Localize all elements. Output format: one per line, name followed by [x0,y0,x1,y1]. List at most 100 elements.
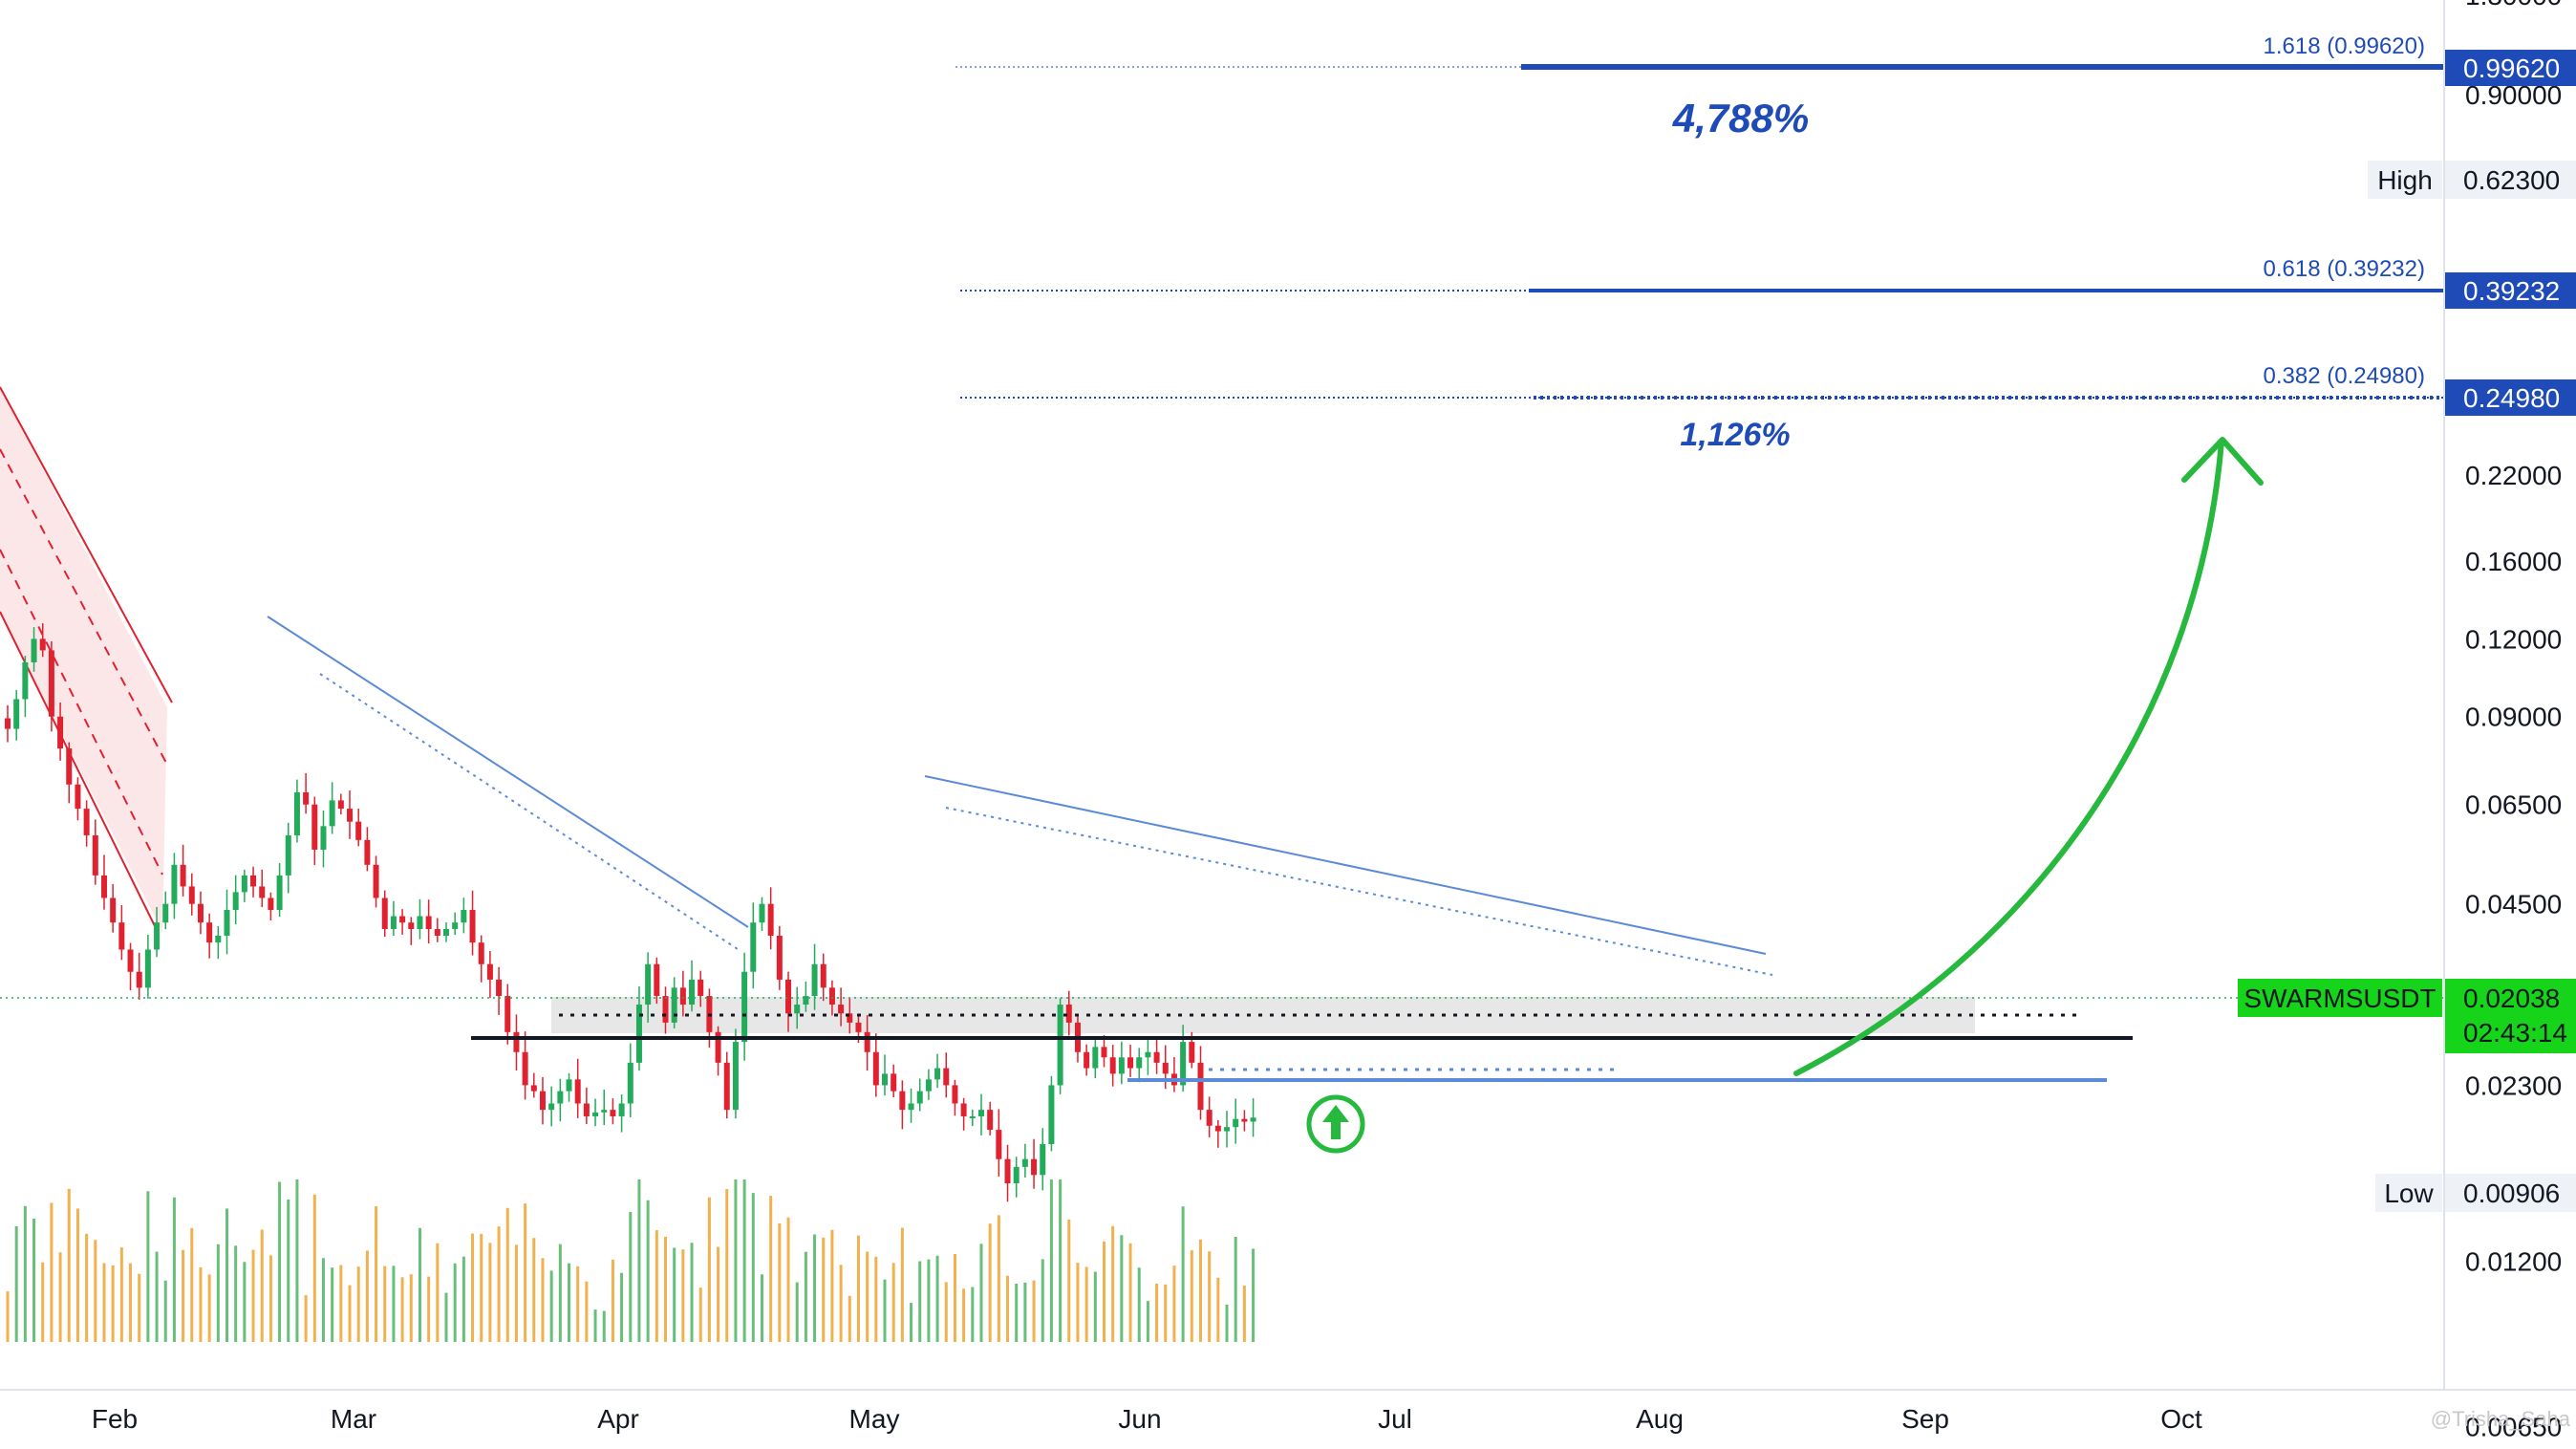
candle-body [13,699,20,729]
candle-body [197,903,204,923]
candle-body [92,834,98,876]
candle-body [31,638,37,662]
price-axis[interactable]: 1.300000.900000.450000.300000.220000.160… [2443,0,2576,1449]
candle-body [847,1013,853,1023]
x-tick-label: Mar [331,1404,376,1434]
x-tick-label: Jun [1118,1404,1161,1434]
candle-body [732,1042,739,1111]
volume-bar [646,1200,650,1342]
volume-bar [1225,1304,1229,1342]
x-tick-label: Jul [1378,1404,1412,1434]
last-price-text: 0.02038 [2463,984,2560,1013]
low-value: 0.00906 [2463,1179,2560,1208]
volume-bar [883,1279,887,1342]
last-price-tag [2445,979,2576,1053]
candle-body [891,1073,897,1092]
candle-body [872,1051,879,1086]
volume-bar [1137,1267,1141,1342]
y-tick-label: 0.12000 [2465,624,2562,654]
candle-body [1040,1143,1046,1176]
candle-body [1136,1057,1143,1069]
candle-body [1153,1051,1160,1063]
volume-bar [891,1263,895,1342]
volume-bar [339,1265,343,1342]
candle-body [583,1103,590,1116]
volume-bar [50,1202,54,1342]
volume-bar [234,1245,238,1342]
candle-body [899,1091,906,1111]
volume-bar [1015,1284,1019,1342]
candle-body [882,1073,888,1086]
candle-body [627,1062,633,1104]
volume-bar [111,1265,115,1342]
candle-body [671,987,677,1023]
projection-arrow [1793,439,2224,1076]
candle-body [1214,1125,1221,1132]
candle-body [1013,1166,1020,1184]
volume-bar [717,1246,720,1342]
volume-bar [146,1191,150,1342]
volume-bar [383,1265,387,1342]
x-tick-label: Aug [1636,1404,1684,1434]
volume-bar [67,1188,71,1342]
candle-body [574,1079,581,1104]
volume-bar [848,1295,851,1342]
time-axis[interactable]: Feb Mar Apr May Jun Jul Aug Sep Oct [0,1389,2576,1434]
candle-body [601,1110,608,1113]
candle-body [381,898,388,929]
volume-bar [23,1205,27,1342]
candle-body [635,1005,642,1063]
watermark: @Trisha_Saha [2431,1407,2571,1431]
candle-body [1092,1047,1099,1069]
x-tick-label: Oct [2160,1404,2202,1434]
x-tick-label: Feb [92,1404,138,1434]
volume-bar [1120,1235,1124,1342]
high-value: 0.62300 [2463,165,2560,195]
candle-body [767,903,774,936]
volume-bar [1084,1266,1088,1342]
volume-bar [1172,1265,1176,1342]
candle-body [1048,1085,1055,1144]
candle-body [855,1022,862,1032]
volume-bar [1023,1282,1027,1342]
candle-body [1004,1158,1011,1184]
volume-bar [41,1262,45,1342]
candle-body [434,928,440,936]
candle-body [977,1110,984,1116]
volume-bar [593,1309,597,1342]
candle-body [1065,1005,1072,1023]
candle-body [1084,1051,1090,1069]
annotation-1126: 1,126% [1680,417,1790,453]
candle-body [180,864,186,887]
fib-label-0382: 0.382 (0.24980) [2264,363,2425,389]
volume-bar [480,1233,483,1342]
candle-body [838,1005,845,1014]
fib-tag-1618-text: 0.99620 [2463,54,2560,83]
candle-body [750,922,757,972]
x-tick-label: Sep [1901,1404,1949,1434]
volume-bar [681,1249,685,1342]
volume-bar [997,1215,1000,1342]
volume-bar [1032,1280,1036,1342]
candle-body [303,791,310,805]
volume-bar [734,1179,738,1342]
candle-body [1145,1051,1151,1058]
candle-body [285,834,291,876]
candle-body [1031,1158,1038,1176]
volume-bar [190,1227,194,1342]
candle-body [908,1103,914,1111]
volume-bar [751,1193,755,1342]
candle-body [399,916,406,923]
volume-bar [172,1197,176,1342]
down-channel-mid-a [0,448,168,766]
symbol-tag [2238,979,2442,1017]
volume-bar [830,1229,834,1342]
volume-bars [6,1179,1256,1342]
volume-bar [611,1259,614,1342]
volume-bar [576,1265,580,1342]
volume-bar [822,1237,826,1342]
candle-body [452,922,459,929]
volume-bar [1216,1277,1220,1342]
volume-bar [786,1217,790,1342]
